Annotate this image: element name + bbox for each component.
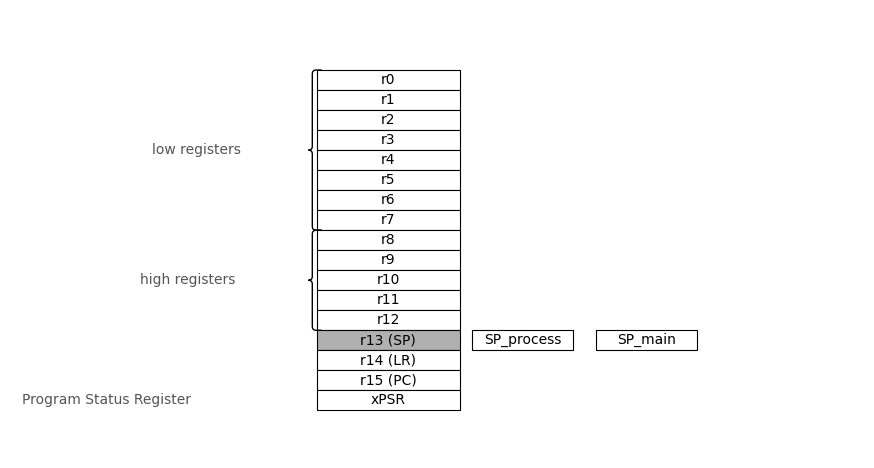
Bar — [317, 351, 460, 370]
Text: r0: r0 — [381, 73, 396, 87]
Text: r13 (SP): r13 (SP) — [360, 333, 416, 347]
Text: SP_process: SP_process — [483, 333, 561, 347]
Bar — [317, 150, 460, 170]
Text: high registers: high registers — [140, 273, 236, 287]
Bar — [317, 210, 460, 230]
Text: SP_main: SP_main — [617, 333, 676, 347]
Text: xPSR: xPSR — [371, 393, 406, 407]
Text: r8: r8 — [381, 233, 396, 247]
Text: r15 (PC): r15 (PC) — [360, 373, 417, 388]
Bar — [472, 330, 572, 351]
Text: r3: r3 — [381, 133, 396, 147]
Text: r7: r7 — [381, 213, 396, 227]
Text: r11: r11 — [377, 293, 400, 307]
Text: r5: r5 — [381, 173, 396, 187]
Bar — [596, 330, 697, 351]
Text: r1: r1 — [381, 93, 396, 107]
Text: r10: r10 — [377, 273, 400, 287]
Text: r6: r6 — [381, 193, 396, 207]
Text: r9: r9 — [381, 253, 396, 267]
Bar — [317, 330, 460, 351]
Text: Program Status Register: Program Status Register — [22, 393, 191, 407]
Bar — [317, 170, 460, 190]
Bar — [317, 390, 460, 410]
Text: low registers: low registers — [152, 143, 241, 157]
Text: r4: r4 — [381, 153, 396, 167]
Bar — [317, 190, 460, 210]
Text: r14 (LR): r14 (LR) — [360, 353, 416, 367]
Bar — [317, 130, 460, 150]
Bar — [317, 250, 460, 270]
Bar — [317, 270, 460, 290]
Bar — [317, 110, 460, 130]
Bar — [317, 90, 460, 110]
Text: r2: r2 — [381, 113, 396, 127]
Bar — [317, 310, 460, 330]
Bar — [317, 290, 460, 310]
Bar — [317, 70, 460, 90]
Text: r12: r12 — [377, 313, 400, 327]
Bar — [317, 370, 460, 390]
Bar — [317, 230, 460, 250]
